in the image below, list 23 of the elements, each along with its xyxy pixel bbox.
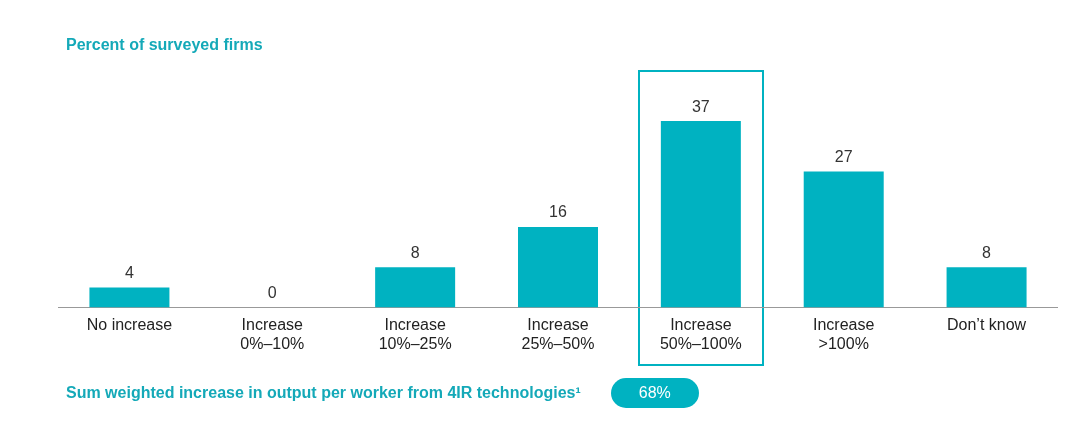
data-label: 27: [834, 147, 853, 165]
data-label: 8: [410, 243, 420, 261]
data-label: 0: [267, 284, 277, 302]
bar: [803, 171, 884, 308]
x-tick-label: Increase >100%: [813, 315, 875, 352]
text: 68%: [610, 378, 699, 408]
text: Sum weighted increase in output per worker from 4IR technologies¹: [66, 384, 581, 402]
x-tick-label: No increase: [86, 315, 173, 333]
x-tick-label: Increase 0%–10%: [240, 315, 305, 352]
data-label: 37: [691, 97, 710, 115]
x-tick-label: Increase 25%–50%: [521, 315, 595, 352]
bar: [518, 226, 598, 308]
data-label: 8: [982, 243, 992, 261]
x-tick-label: Increase 50%–100%: [659, 315, 742, 352]
data-label: 16: [549, 203, 567, 221]
bar: [946, 267, 1027, 308]
x-tick-label: Increase 10%–25%: [378, 315, 452, 352]
x-tick-label: Don’t know: [946, 315, 1027, 333]
data-label: 4: [124, 263, 134, 281]
chart-title: Percent of surveyed firms: [65, 35, 264, 55]
bar: [660, 121, 741, 308]
bar: [89, 287, 170, 308]
bar: [375, 267, 456, 308]
